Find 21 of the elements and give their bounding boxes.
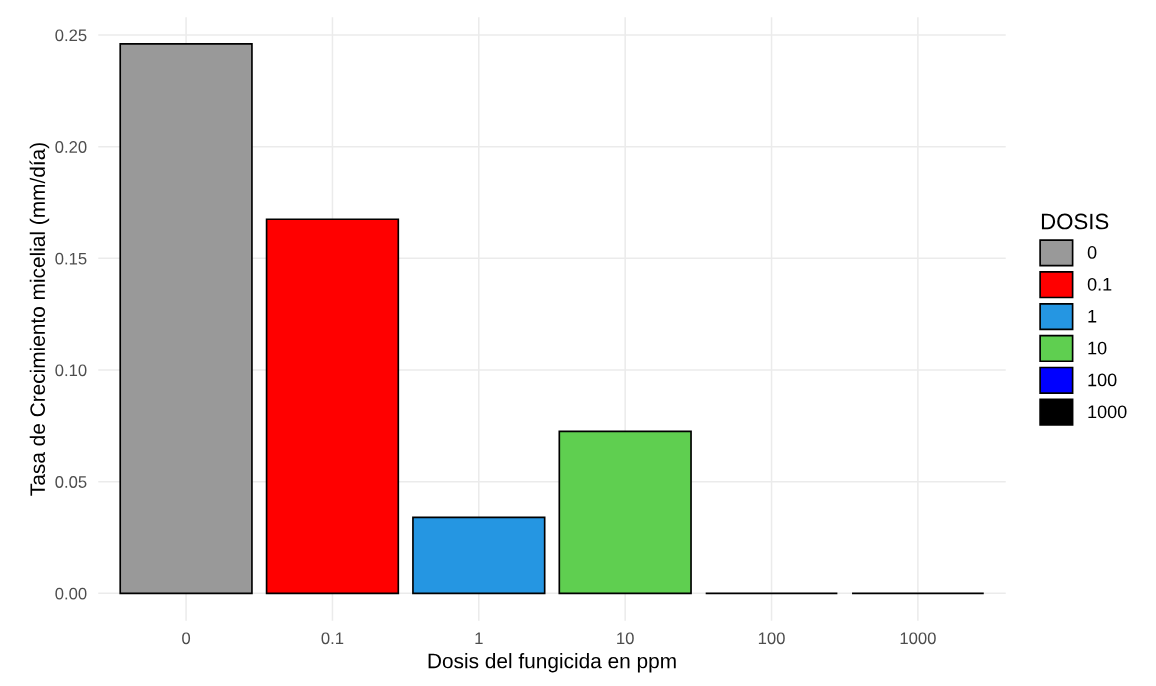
y-tick-label: 0.15 bbox=[55, 252, 87, 265]
y-tick-label: 0.05 bbox=[55, 476, 87, 488]
x-tick-label: 10 bbox=[617, 632, 634, 645]
y-tick-label: 0.10 bbox=[55, 364, 87, 377]
x-tick-label: 0.1 bbox=[321, 632, 344, 645]
legend-label: 10 bbox=[1088, 341, 1107, 355]
legend-label: 1 bbox=[1088, 309, 1097, 323]
legend-label: 0 bbox=[1087, 246, 1097, 259]
legend-label: 1000 bbox=[1088, 405, 1127, 419]
x-tick-label: 0 bbox=[182, 632, 191, 645]
y-tick-label: 0.20 bbox=[55, 141, 87, 153]
legend-label: 0.1 bbox=[1087, 277, 1112, 291]
y-tick-label: 0.00 bbox=[55, 587, 87, 600]
legend-title: DOSIS bbox=[1041, 213, 1109, 230]
y-tick-label: 0.25 bbox=[55, 29, 87, 42]
x-axis-title: Dosis del fungicida en ppm bbox=[428, 653, 676, 673]
legend-label: 100 bbox=[1088, 373, 1117, 387]
x-tick-label: 1000 bbox=[900, 632, 936, 645]
y-axis-title: Tasa de Crecimiento micelial (mm/día) bbox=[29, 143, 50, 496]
x-tick-label: 100 bbox=[758, 632, 785, 645]
x-tick-label: 1 bbox=[475, 632, 483, 645]
